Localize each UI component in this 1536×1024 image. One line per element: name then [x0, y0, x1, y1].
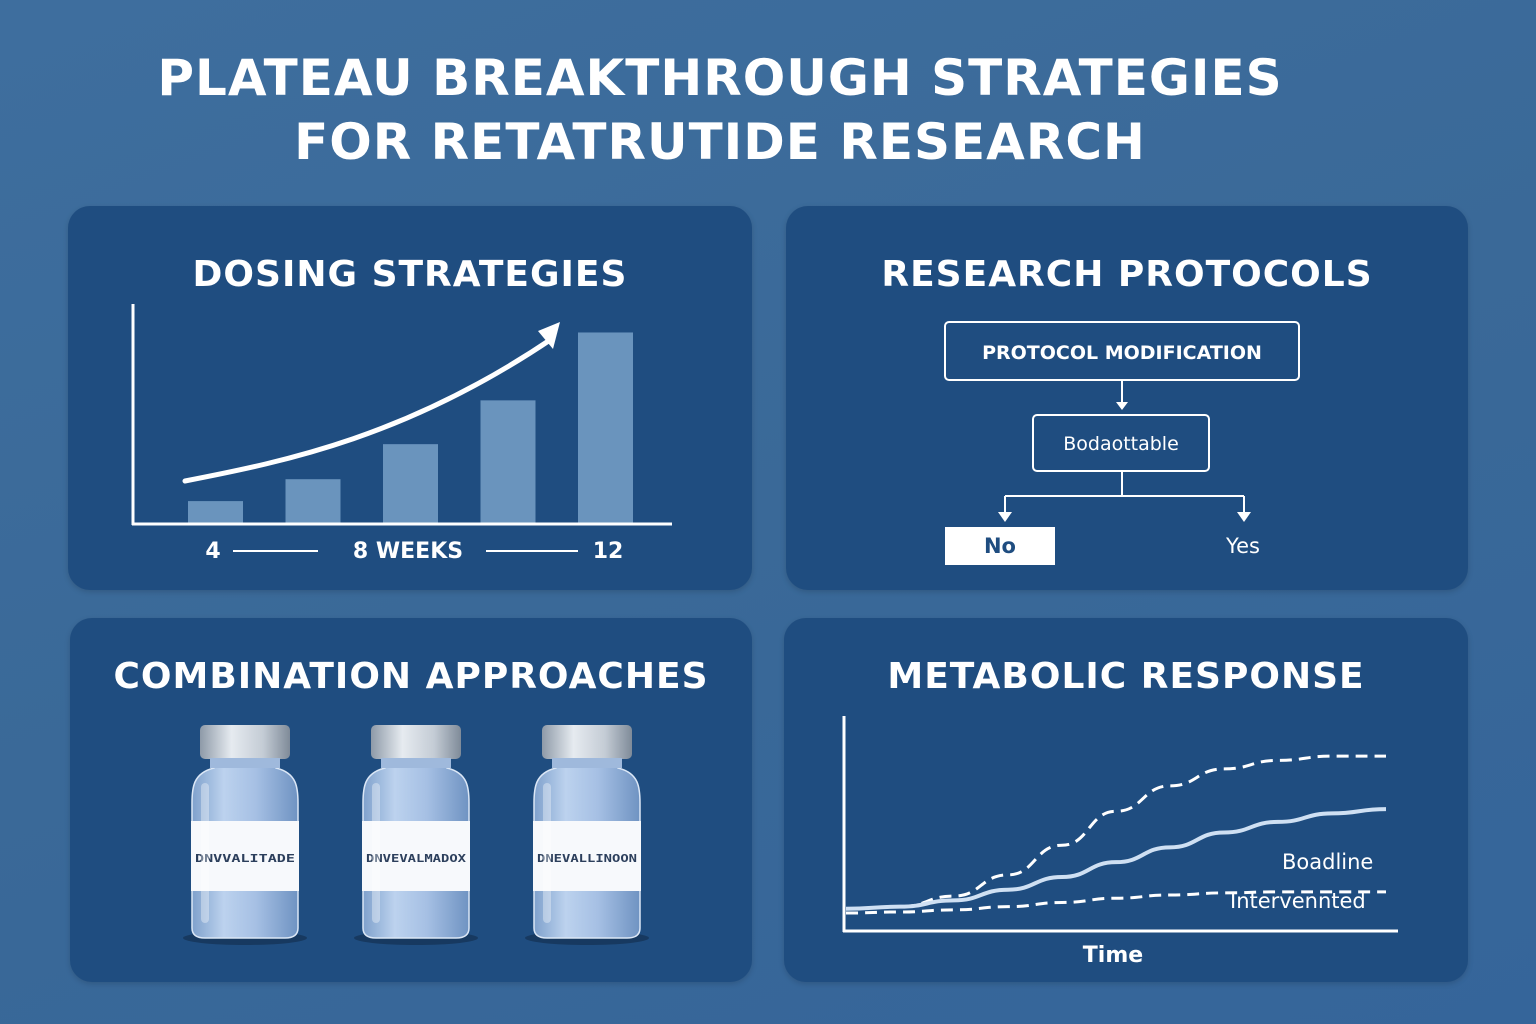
decision-node-label: Bodaottable [1063, 433, 1179, 455]
page-title: PLATEAU BREAKTHROUGH STRATEGIES FOR RETA… [0, 46, 1440, 174]
vial-label [533, 821, 641, 891]
combination-approaches-panel: COMBINATION APPROACHES DNVVALITADE DNVEVA… [70, 618, 752, 982]
dosing-trend-arrowhead [538, 322, 560, 349]
dosing-strategies-title: DOSING STRATEGIES [192, 254, 628, 295]
dosing-bar [285, 479, 341, 523]
metabolic-response-title: METABOLIC RESPONSE [887, 656, 1365, 697]
dosing-bar [578, 332, 633, 523]
vial-label [191, 821, 299, 891]
dosing-bar [188, 501, 243, 523]
protocol-flowchart: PROTOCOL MODIFICATION Bodaottable No Yes [944, 321, 1300, 565]
vial: DNVEVALMADOX [354, 725, 478, 945]
research-protocols-title: RESEARCH PROTOCOLS [881, 254, 1373, 295]
protocol-modification-label: PROTOCOL MODIFICATION [982, 342, 1262, 364]
metabolic-response-panel: METABOLIC RESPONSE Boadline Intervennted… [784, 618, 1468, 982]
page-title-line-2: FOR RETATRUTIDE RESEARCH [294, 113, 1146, 171]
dosing-axis-mid-label: 8 WEEKS [353, 539, 463, 564]
vial-highlight [372, 783, 380, 923]
dosing-axis-start-label: 4 [205, 539, 220, 564]
vial-neck-ring [210, 758, 280, 768]
vial-label-text: DNVVALITADE [195, 852, 295, 865]
branch-no-box [945, 527, 1055, 565]
vial-cap [371, 725, 461, 759]
flow-arrowhead-left [998, 512, 1012, 522]
branch-yes-label: Yes [1225, 534, 1260, 558]
vial: DNEVALLINOON [525, 725, 649, 945]
vial-label [362, 821, 470, 891]
dosing-trend-arrow [182, 335, 556, 484]
vial-label-text: DNEVALLINOON [537, 852, 637, 865]
vial-cap [200, 725, 290, 759]
vial-highlight [201, 783, 209, 923]
combination-approaches-title: COMBINATION APPROACHES [113, 656, 709, 697]
metabolic-series-line-2 [845, 807, 1387, 911]
vial-label-text: DNVEVALMADOX [366, 852, 466, 865]
branch-no-label: No [984, 534, 1016, 558]
vial-highlight [543, 783, 551, 923]
page-title-line-1: PLATEAU BREAKTHROUGH STRATEGIES [157, 49, 1283, 107]
vial-neck-ring [552, 758, 622, 768]
dosing-strategies-panel: DOSING STRATEGIES 4 8 WEEKS 12 [68, 206, 752, 590]
dosing-bar [383, 444, 438, 523]
dosing-bar-chart: 4 8 WEEKS 12 [131, 304, 672, 564]
metabolic-series-line-3 [845, 890, 1386, 915]
vial-neck-ring [381, 758, 451, 768]
flow-arrowhead-right [1237, 512, 1251, 522]
dosing-bar [480, 400, 536, 523]
legend-intervention-label: Intervennted [1230, 889, 1366, 913]
research-protocols-panel: RESEARCH PROTOCOLS PROTOCOL MODIFICATION… [786, 206, 1468, 590]
metabolic-line-chart: Boadline Intervennted Time [842, 716, 1398, 968]
metabolic-series-line-1 [845, 754, 1386, 911]
flow-arrowhead-1 [1116, 402, 1128, 410]
metabolic-x-axis-label: Time [1083, 943, 1143, 968]
vial-group: DNVVALITADE DNVEVALMADOX DNEVALLINOON [183, 725, 649, 945]
vial-cap [542, 725, 632, 759]
dosing-axis-end-label: 12 [593, 539, 624, 564]
vial: DNVVALITADE [183, 725, 307, 945]
legend-baseline-label: Boadline [1282, 850, 1373, 874]
